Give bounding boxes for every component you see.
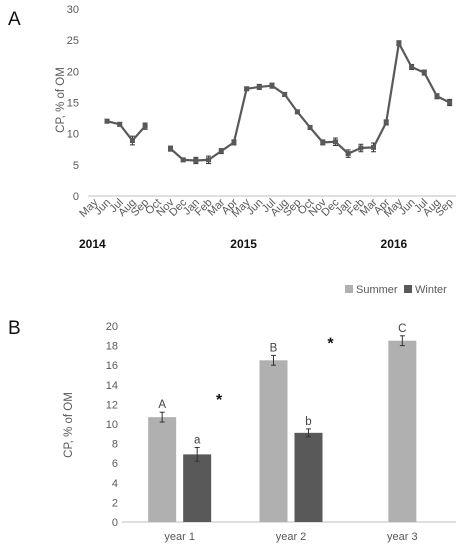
- y-tick-label: 20: [67, 66, 79, 78]
- data-point: [345, 151, 351, 157]
- y-tick-label: 2: [112, 497, 118, 509]
- legend-label-winter: Winter: [415, 284, 447, 296]
- data-point: [180, 157, 186, 163]
- y-tick-label: 8: [112, 439, 118, 451]
- data-point: [409, 64, 415, 70]
- y-tick-label: 30: [67, 4, 79, 16]
- y-tick-label: 6: [112, 458, 118, 470]
- data-point: [358, 145, 364, 151]
- data-point: [421, 70, 427, 76]
- data-point: [307, 124, 313, 130]
- y-tick-label: 12: [106, 399, 118, 411]
- bar-chart: Summer Winter CP, % of OM 0 2 4 6 8 10 12 14 16 1…: [63, 284, 456, 543]
- bar-chart-y-axis-title: CP, % of OM: [63, 392, 75, 458]
- significance-letter: B: [270, 342, 278, 354]
- data-point: [383, 119, 389, 125]
- year-label: 2015: [230, 237, 257, 251]
- bar-summer: [388, 340, 417, 522]
- data-point: [244, 86, 250, 92]
- bar-chart-annotations: **: [216, 335, 334, 409]
- year-label: 2014: [79, 237, 106, 251]
- bar-chart-bars: [148, 340, 417, 522]
- data-point: [332, 139, 338, 145]
- significance-star: *: [216, 392, 223, 409]
- data-point: [256, 84, 262, 90]
- data-point: [193, 157, 199, 163]
- bar-chart-y-ticks: 0 2 4 6 8 10 12 14 16 18 20: [106, 321, 118, 529]
- y-tick-label: 25: [67, 35, 79, 47]
- data-point: [396, 40, 402, 46]
- panel-b-label: B: [8, 318, 21, 339]
- y-tick-label: 0: [112, 517, 118, 529]
- y-tick-label: 4: [112, 478, 118, 490]
- bar-summer: [259, 360, 288, 522]
- y-tick-label: 0: [73, 191, 79, 203]
- x-tick-label: year 2: [276, 531, 307, 543]
- data-point: [231, 139, 237, 145]
- significance-letter: b: [305, 416, 311, 428]
- line-chart-x-ticks: MayJunJulAugSepOctNovDecJanFebMarAprMayJ…: [77, 196, 455, 220]
- data-point: [320, 139, 326, 145]
- series-line: [106, 120, 146, 142]
- bar-chart-significance-letters: Aa Bb C: [158, 323, 406, 447]
- data-point: [206, 157, 212, 163]
- line-chart-points: [104, 40, 453, 163]
- bar-winter: [183, 454, 212, 522]
- data-point: [294, 109, 300, 115]
- bar-chart-x-ticks: year 1 year 2 year 3: [164, 531, 417, 543]
- data-point: [282, 91, 288, 97]
- line-chart-y-axis-title: CP, % of OM: [55, 67, 67, 133]
- significance-letter: C: [398, 323, 406, 335]
- y-tick-label: 10: [106, 419, 118, 431]
- bar-chart-error-bars: [159, 335, 405, 462]
- bar-summer: [148, 417, 177, 522]
- legend-label-summer: Summer: [356, 284, 398, 296]
- line-chart-error-bars: [104, 40, 453, 165]
- bar-winter: [294, 432, 323, 522]
- y-tick-label: 5: [73, 160, 79, 172]
- y-tick-label: 10: [67, 129, 79, 141]
- data-point: [129, 138, 135, 144]
- data-point: [447, 100, 453, 105]
- data-point: [142, 123, 148, 129]
- year-label: 2016: [381, 237, 408, 251]
- line-chart: CP, % of OM 0 5 10 15 20 25 30 MayJunJulAugSep…: [55, 4, 456, 251]
- line-chart-y-ticks: 0 5 10 15 20 25 30: [67, 4, 79, 203]
- data-point: [218, 148, 224, 154]
- y-tick-label: 18: [106, 341, 118, 353]
- y-tick-label: 14: [106, 380, 118, 392]
- data-point: [434, 93, 440, 99]
- line-chart-year-labels: 2014 2015 2016: [79, 237, 408, 251]
- x-tick-label: year 3: [387, 531, 418, 543]
- bar-chart-legend: Summer Winter: [345, 284, 447, 296]
- data-point: [104, 118, 110, 124]
- series-line: [169, 42, 451, 162]
- y-tick-label: 15: [67, 98, 79, 110]
- line-chart-series: [106, 42, 451, 162]
- significance-letter: A: [158, 399, 166, 411]
- data-point: [117, 121, 123, 127]
- significance-letter: a: [194, 435, 201, 447]
- y-tick-label: 20: [106, 321, 118, 333]
- data-point: [371, 144, 377, 150]
- significance-star: *: [327, 335, 334, 352]
- data-point: [167, 146, 173, 152]
- y-tick-label: 16: [106, 360, 118, 372]
- legend-swatch-winter: [404, 285, 412, 293]
- legend-swatch-summer: [345, 285, 353, 293]
- data-point: [269, 83, 275, 89]
- x-tick-label: year 1: [164, 531, 195, 543]
- panel-a-label: A: [8, 9, 21, 30]
